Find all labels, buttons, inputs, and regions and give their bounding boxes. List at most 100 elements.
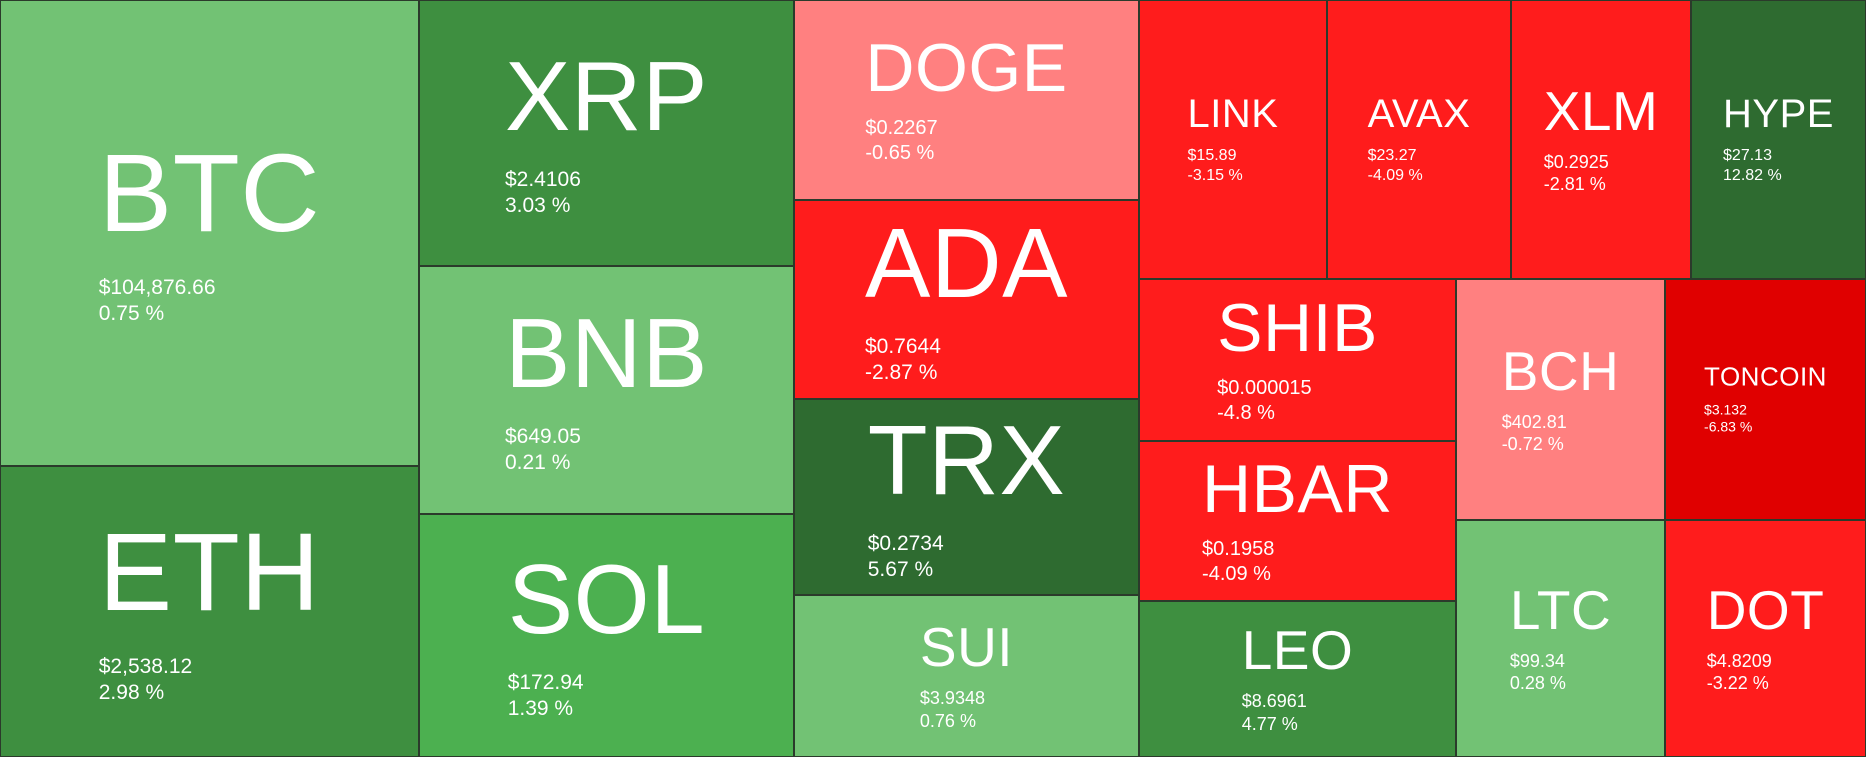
tile-symbol: AVAX bbox=[1367, 91, 1471, 136]
tile-price: $0.000015 bbox=[1217, 377, 1312, 399]
tile-xrp-content: XRP $2.4106 3.03 % bbox=[505, 47, 708, 220]
tile-price: $27.13 bbox=[1723, 146, 1772, 164]
tile-price: $8.6961 bbox=[1241, 691, 1307, 711]
tile-dot-content: DOT $4.8209 -3.22 % bbox=[1706, 578, 1825, 695]
tile-xrp[interactable]: XRP $2.4106 3.03 % bbox=[419, 0, 794, 266]
tile-shib[interactable]: SHIB $0.000015 -4.8 % bbox=[1139, 279, 1456, 441]
tile-eth-content: ETH $2,538.12 2.98 % bbox=[99, 517, 321, 706]
tile-ada-content: ADA $0.7644 -2.87 % bbox=[865, 213, 1068, 386]
tile-change: 0.21 % bbox=[504, 451, 571, 474]
tile-symbol: BTC bbox=[98, 131, 321, 255]
tile-change: 4.77 % bbox=[1241, 713, 1298, 734]
tile-xlm-content: XLM $0.2925 -2.81 % bbox=[1543, 79, 1659, 196]
tile-dot[interactable]: DOT $4.8209 -3.22 % bbox=[1665, 520, 1866, 757]
tile-change: -3.15 % bbox=[1187, 166, 1243, 184]
tile-change: 0.28 % bbox=[1509, 673, 1566, 693]
tile-change: 2.98 % bbox=[98, 680, 165, 704]
tile-price: $99.34 bbox=[1509, 650, 1565, 671]
tile-doge-content: DOGE $0.2267 -0.65 % bbox=[865, 34, 1067, 166]
tile-price: $0.7644 bbox=[864, 334, 941, 358]
tile-change: 1.39 % bbox=[507, 696, 574, 720]
tile-change: 3.03 % bbox=[504, 194, 571, 217]
tile-hype[interactable]: HYPE $27.13 12.82 % bbox=[1691, 0, 1866, 279]
tile-bch-content: BCH $402.81 -0.72 % bbox=[1501, 339, 1620, 456]
tile-toncoin-content: TONCOIN $3.132 -6.83 % bbox=[1704, 363, 1827, 436]
tile-price: $0.1958 bbox=[1202, 538, 1275, 560]
tile-price: $0.2925 bbox=[1543, 151, 1609, 172]
tile-change: 5.67 % bbox=[867, 558, 934, 581]
tile-change: -0.65 % bbox=[865, 142, 935, 164]
tile-shib-content: SHIB $0.000015 -4.8 % bbox=[1217, 294, 1378, 426]
tile-xlm[interactable]: XLM $0.2925 -2.81 % bbox=[1511, 0, 1691, 279]
tile-symbol: TONCOIN bbox=[1704, 361, 1827, 391]
tile-change: -4.09 % bbox=[1367, 166, 1423, 184]
tile-price: $2.4106 bbox=[504, 167, 581, 191]
tile-symbol: SUI bbox=[919, 616, 1014, 678]
tile-symbol: SOL bbox=[507, 543, 706, 654]
tile-price: $23.27 bbox=[1367, 146, 1417, 164]
tile-symbol: DOGE bbox=[865, 30, 1068, 106]
tile-sol-content: SOL $172.94 1.39 % bbox=[508, 549, 706, 722]
tile-price: $0.2734 bbox=[867, 531, 944, 555]
tile-btc-content: BTC $104,876.66 0.75 % bbox=[98, 131, 321, 328]
tile-ltc[interactable]: LTC $99.34 0.28 % bbox=[1456, 520, 1665, 757]
tile-toncoin[interactable]: TONCOIN $3.132 -6.83 % bbox=[1665, 279, 1866, 520]
tile-btc[interactable]: BTC $104,876.66 0.75 % bbox=[0, 0, 419, 466]
tile-change: 0.76 % bbox=[919, 710, 976, 731]
tile-leo-content: LEO $8.6961 4.77 % bbox=[1242, 623, 1354, 735]
tile-bnb-content: BNB $649.05 0.21 % bbox=[505, 304, 708, 477]
tile-price: $2,538.12 bbox=[98, 654, 193, 678]
tile-price: $649.05 bbox=[504, 424, 581, 448]
tile-symbol: XLM bbox=[1543, 79, 1659, 142]
tile-trx-content: TRX $0.2734 5.67 % bbox=[868, 411, 1066, 584]
tile-symbol: LEO bbox=[1241, 619, 1354, 681]
tile-change: -0.72 % bbox=[1501, 434, 1564, 454]
tile-symbol: ADA bbox=[864, 207, 1069, 318]
tile-change: -3.22 % bbox=[1706, 673, 1769, 693]
tile-change: 12.82 % bbox=[1723, 166, 1782, 184]
tile-price: $3.132 bbox=[1704, 401, 1747, 417]
tile-price: $0.2267 bbox=[865, 117, 938, 139]
tile-symbol: HBAR bbox=[1202, 451, 1393, 527]
tile-change: 0.75 % bbox=[98, 302, 165, 325]
tile-symbol: BCH bbox=[1501, 339, 1620, 402]
tile-sui[interactable]: SUI $3.9348 0.76 % bbox=[794, 595, 1139, 757]
tile-symbol: LINK bbox=[1187, 91, 1279, 136]
tile-doge[interactable]: DOGE $0.2267 -0.65 % bbox=[794, 0, 1139, 200]
tile-price: $3.9348 bbox=[919, 688, 985, 708]
tile-hbar[interactable]: HBAR $0.1958 -4.09 % bbox=[1139, 441, 1456, 601]
tile-bch[interactable]: BCH $402.81 -0.72 % bbox=[1456, 279, 1665, 520]
tile-avax-content: AVAX $23.27 -4.09 % bbox=[1368, 94, 1471, 186]
tile-price: $402.81 bbox=[1501, 411, 1567, 432]
tile-link-content: LINK $15.89 -3.15 % bbox=[1188, 94, 1279, 186]
tile-change: -4.09 % bbox=[1202, 563, 1271, 585]
tile-sol[interactable]: SOL $172.94 1.39 % bbox=[419, 514, 794, 757]
tile-sui-content: SUI $3.9348 0.76 % bbox=[920, 620, 1013, 732]
tile-symbol: LTC bbox=[1509, 578, 1612, 641]
tile-change: -4.8 % bbox=[1217, 402, 1275, 424]
tile-price: $4.8209 bbox=[1706, 650, 1772, 671]
tile-symbol: TRX bbox=[867, 404, 1066, 515]
tile-change: -2.87 % bbox=[864, 360, 938, 384]
tile-eth[interactable]: ETH $2,538.12 2.98 % bbox=[0, 466, 419, 757]
tile-ada[interactable]: ADA $0.7644 -2.87 % bbox=[794, 200, 1139, 399]
tile-symbol: ETH bbox=[98, 510, 321, 634]
tile-hbar-content: HBAR $0.1958 -4.09 % bbox=[1202, 455, 1393, 587]
tile-price: $172.94 bbox=[507, 670, 584, 694]
tile-leo[interactable]: LEO $8.6961 4.77 % bbox=[1139, 601, 1456, 757]
tile-ltc-content: LTC $99.34 0.28 % bbox=[1509, 578, 1612, 695]
tile-change: -6.83 % bbox=[1704, 418, 1753, 435]
tile-change: -2.81 % bbox=[1543, 174, 1606, 194]
tile-bnb[interactable]: BNB $649.05 0.21 % bbox=[419, 266, 794, 514]
tile-symbol: BNB bbox=[504, 297, 709, 408]
tile-avax[interactable]: AVAX $23.27 -4.09 % bbox=[1327, 0, 1511, 279]
tile-price: $104,876.66 bbox=[98, 275, 216, 299]
tile-symbol: HYPE bbox=[1723, 91, 1834, 136]
tile-price: $15.89 bbox=[1187, 146, 1237, 164]
tile-trx[interactable]: TRX $0.2734 5.67 % bbox=[794, 399, 1139, 595]
tile-symbol: DOT bbox=[1706, 578, 1825, 641]
tile-hype-content: HYPE $27.13 12.82 % bbox=[1723, 94, 1834, 186]
tile-link[interactable]: LINK $15.89 -3.15 % bbox=[1139, 0, 1327, 279]
tile-symbol: SHIB bbox=[1217, 290, 1378, 366]
